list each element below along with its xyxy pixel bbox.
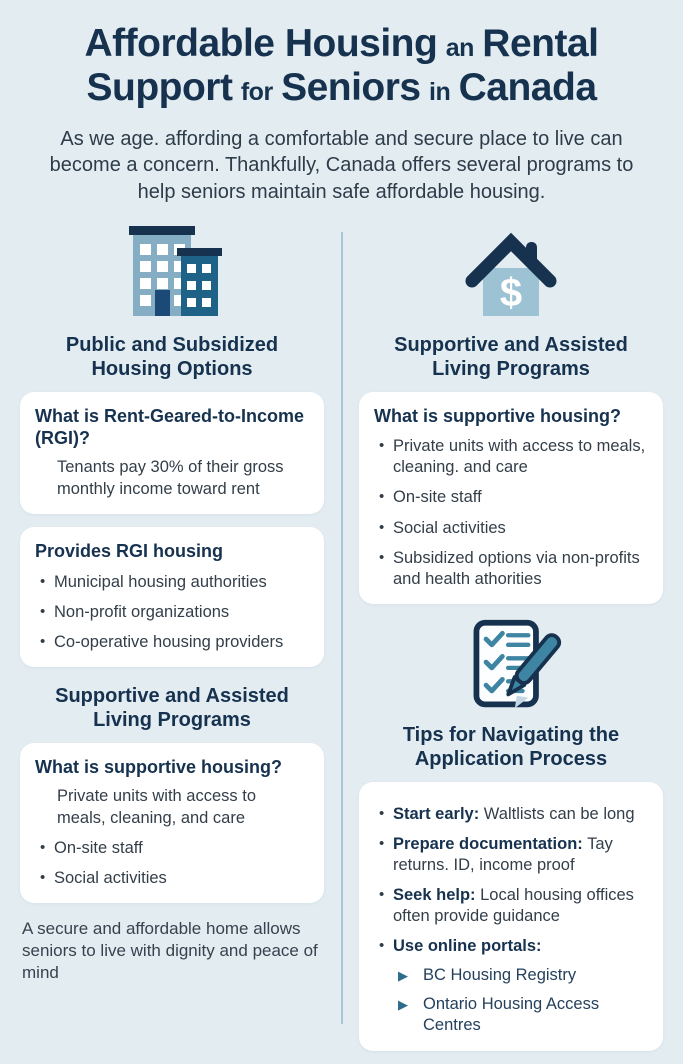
left-supportive-card-body: Private units with access to meals, clea… [57,787,256,827]
providers-card-title: Provides RGI housing [35,541,224,562]
left-heading-supportive: Supportive and Assisted Living Programs [55,685,289,732]
list-item: Non-profit organizations [35,602,309,623]
list-item: On-site staff [374,487,648,508]
title-word: Canada [458,66,597,110]
page-title: Affordable Housing an Rental Support for… [0,0,683,111]
triangle-arrow-icon: ▶ [398,968,408,984]
triangle-arrow-icon: ▶ [398,997,408,1013]
list-item: Start early: Waltlists can be long [374,804,648,825]
intro-paragraph: As we age. affording a comfortable and s… [49,127,634,203]
right-supportive-card: What is supportive housing? Private unit… [359,391,663,604]
house-dollar-icon: $ [359,223,663,323]
tip-lead: Seek help: [393,885,476,904]
title-word: Support [86,66,233,110]
left-heading-public-subsidized: Public and Subsidized Housing Options [65,334,279,381]
list-item: Municipal housing authorities [35,572,309,593]
rgi-card: What is Rent-Geared-to-Income (RGI)? Ten… [20,391,324,515]
list-item: ▶ Ontario Housing Access Centres [398,994,648,1036]
list-item: Social activities [374,518,648,539]
title-word: for [240,78,273,107]
list-item: Seek help: Local housing offices often p… [374,885,648,927]
page-header: Affordable Housing an Rental Support for… [0,0,683,205]
list-item: On-site staff [35,838,309,859]
tip-lead: Use online portals: [393,937,542,956]
rgi-card-body: Tenants pay 30% of their gross monthly i… [57,458,284,498]
left-supportive-bullet-list: On-site staff Social activities [35,838,309,889]
list-item: Subsidized options via non-profits and h… [374,548,648,590]
left-column: Public and Subsidized Housing Options Wh… [20,223,324,1064]
tip-rest: Waltlists can be long [479,804,635,823]
rgi-card-title: What is Rent-Geared-to-Income (RGI)? [35,405,305,449]
title-line-2: Support for Seniors in Canada [0,66,683,110]
tips-bullet-list: Start early: Waltlists can be long Prepa… [374,804,648,958]
tip-lead: Prepare documentation: [393,834,583,853]
list-item: Social activities [35,868,309,889]
tips-card: Start early: Waltlists can be long Prepa… [359,781,663,1051]
tip-rest: Local housing offices often provide guid… [393,885,634,926]
title-word: an [445,34,475,62]
title-line-1: Affordable Housing an Rental [0,22,683,66]
tip-lead: Start early: [393,804,480,823]
content-columns: Public and Subsidized Housing Options Wh… [0,223,683,1064]
portal-label: BC Housing Registry [423,966,577,985]
right-heading-tips: Tips for Navigating the Application Proc… [402,723,620,771]
title-word: Seniors [281,66,421,110]
left-supportive-card-title: What is supportive housing? [35,756,282,777]
providers-card: Provides RGI housing Municipal housing a… [20,527,324,667]
list-item: Use online portals: [374,936,648,957]
list-item: ▶ BC Housing Registry [398,965,648,986]
list-item: Co-operative housing providers [35,632,309,653]
svg-text:$: $ [500,271,522,315]
list-item: Private units with access to meals, clea… [374,436,648,478]
title-word: Rental [482,22,599,65]
portals-list: ▶ BC Housing Registry ▶ Ontario Housing Ac… [374,965,648,1036]
left-supportive-card: What is supportive housing? Private unit… [20,742,324,904]
right-supportive-card-title: What is supportive housing? [374,405,621,426]
list-item: Prepare documentation: Tay returns. ID, … [374,834,648,876]
right-supportive-bullet-list: Private units with access to meals, clea… [374,436,648,590]
checklist-pen-icon [359,617,663,713]
apartment-buildings-icon [20,223,324,323]
right-heading-supportive: Supportive and Assisted Living Programs [394,334,628,381]
column-divider [341,232,343,1024]
title-word: Affordable Housing [84,22,438,65]
portal-label: Ontario Housing Access Centres [423,995,600,1035]
providers-bullet-list: Municipal housing authorities Non-profit… [35,572,309,653]
right-column: $ Supportive and Assisted Living Program… [359,223,663,1064]
closing-note: A secure and affordable home allows seni… [22,919,318,983]
tip-rest: Tay returns. ID, income proof [393,834,613,874]
title-word: in [429,78,451,107]
